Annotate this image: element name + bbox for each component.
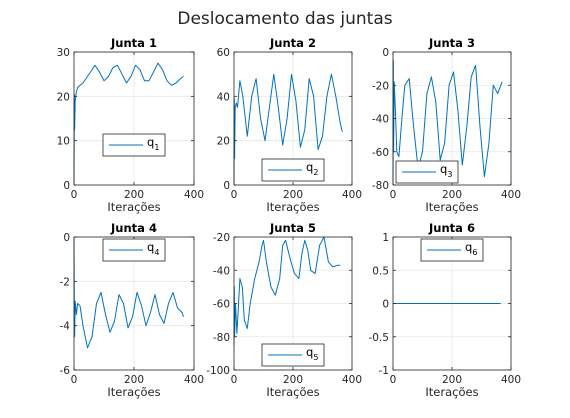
series-line-q5 — [233, 236, 341, 346]
x-tick-label: 200 — [283, 374, 303, 386]
series-line-q3 — [392, 59, 503, 186]
legend-label: q3 — [440, 162, 452, 179]
legend[interactable]: q1 — [102, 133, 166, 157]
y-tick-label: 40 — [217, 91, 230, 103]
y-tick-label: -60 — [213, 299, 230, 311]
y-tick-label: 0 — [63, 180, 70, 192]
x-tick-label: 0 — [390, 374, 397, 386]
x-tick-label: 200 — [442, 189, 462, 201]
y-tick-label: -2 — [60, 276, 70, 288]
x-axis-label: Iterações — [266, 385, 319, 399]
series-line-q2 — [233, 73, 343, 186]
subplot-4[interactable]: 0 200 400 -6 -4 -2 0 Junta 4 Iterações q4 — [60, 221, 205, 399]
x-tick-label: 0 — [231, 374, 238, 386]
y-tick-label: 1 — [382, 232, 389, 244]
subplot-5[interactable]: 0 200 400 -100 -80 -60 -40 -20 Junta 5 Iterações q… — [206, 221, 362, 399]
y-tick-label: 20 — [57, 91, 70, 103]
y-tick-label: 0 — [63, 232, 70, 244]
legend[interactable]: q2 — [261, 158, 325, 182]
y-tick-label: 0 — [223, 180, 230, 192]
y-tick-label: -40 — [372, 114, 389, 126]
subplot-title: Junta 1 — [110, 36, 157, 50]
figure-title: Deslocamento das juntas — [177, 9, 392, 29]
legend-label: q6 — [465, 240, 477, 257]
legend-label: q4 — [147, 240, 159, 257]
y-tick-label: -80 — [213, 332, 230, 344]
y-tick-label: -0.5 — [369, 332, 390, 344]
subplot-title: Junta 4 — [110, 221, 157, 235]
x-axis-label: Iterações — [425, 385, 478, 399]
x-tick-label: 200 — [442, 374, 462, 386]
series-line-q4 — [73, 236, 184, 349]
x-axis-label: Iterações — [107, 385, 160, 399]
y-tick-label: -20 — [213, 232, 230, 244]
legend[interactable]: q6 — [420, 238, 484, 262]
x-axis-label: Iterações — [266, 200, 319, 214]
x-tick-label: 400 — [501, 189, 521, 201]
subplot-title: Junta 6 — [428, 221, 475, 235]
subplot-1[interactable]: 0 200 400 0 10 20 30 Junta 1 Iterações q1 — [57, 36, 204, 214]
subplot-6[interactable]: 0 200 400 -1 -0.5 0 0.5 1 Junta 6 Iterações q6 — [369, 221, 522, 399]
y-tick-label: 20 — [217, 136, 230, 148]
legend-label: q5 — [306, 345, 318, 362]
x-tick-label: 0 — [71, 189, 78, 201]
subplot-2[interactable]: 0 200 400 0 20 40 60 Junta 2 Iterações q2 — [217, 36, 362, 214]
legend[interactable]: q4 — [102, 238, 166, 262]
x-axis-label: Iterações — [107, 200, 160, 214]
x-tick-label: 400 — [342, 189, 362, 201]
legend[interactable]: q5 — [261, 343, 325, 367]
x-tick-label: 200 — [283, 189, 303, 201]
y-tick-label: -1 — [379, 365, 389, 377]
x-tick-label: 0 — [390, 189, 397, 201]
x-tick-label: 400 — [342, 374, 362, 386]
y-tick-label: 0.5 — [372, 265, 389, 277]
y-tick-label: -6 — [60, 365, 71, 377]
x-tick-label: 0 — [231, 189, 238, 201]
y-tick-label: 0 — [382, 47, 389, 59]
legend[interactable]: q3 — [395, 160, 459, 184]
x-tick-label: 200 — [124, 189, 144, 201]
y-tick-label: 60 — [217, 47, 230, 59]
x-tick-label: 200 — [124, 374, 144, 386]
x-tick-label: 400 — [184, 374, 204, 386]
y-tick-label: -60 — [372, 147, 389, 159]
x-tick-label: 400 — [501, 374, 521, 386]
y-tick-label: 10 — [57, 136, 70, 148]
y-tick-label: -80 — [372, 180, 389, 192]
y-tick-label: -20 — [372, 80, 389, 92]
subplot-3[interactable]: 0 200 400 -80 -60 -40 -20 0 Junta 3 Iterações q3 — [372, 36, 521, 214]
y-tick-label: -4 — [60, 321, 71, 333]
y-tick-label: -40 — [213, 265, 230, 277]
y-tick-label: 30 — [57, 47, 70, 59]
y-tick-label: -100 — [206, 365, 230, 377]
subplot-title: Junta 2 — [269, 36, 316, 50]
x-axis-label: Iterações — [425, 200, 478, 214]
subplot-title: Junta 3 — [428, 36, 475, 50]
x-tick-label: 400 — [184, 189, 204, 201]
y-tick-label: 0 — [382, 299, 389, 311]
x-tick-label: 0 — [71, 374, 78, 386]
legend-label: q2 — [306, 160, 318, 177]
legend-label: q1 — [147, 135, 159, 152]
series-line-q1 — [73, 62, 184, 186]
subplot-title: Junta 5 — [269, 221, 316, 235]
